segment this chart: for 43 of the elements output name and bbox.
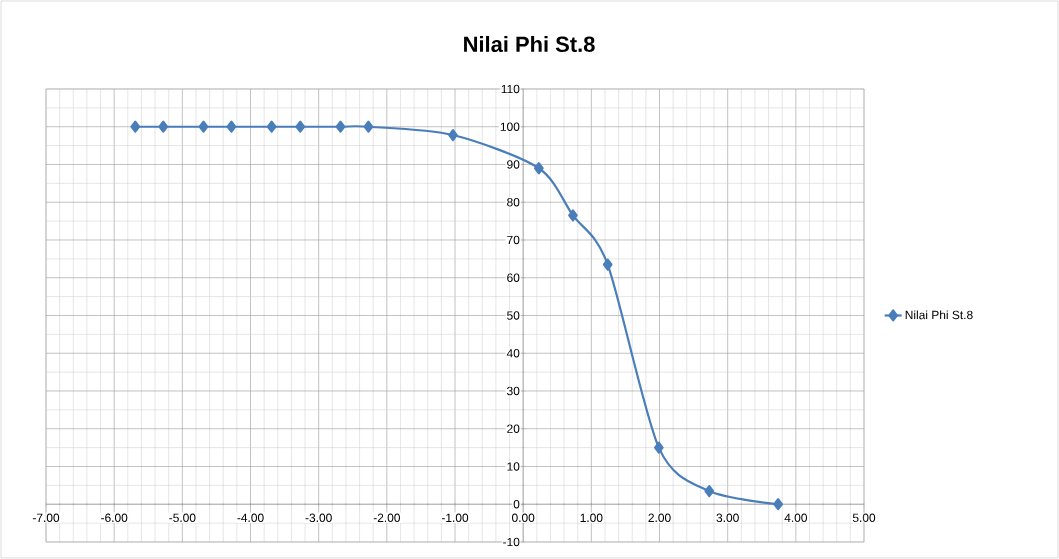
x-tick-label: -5.00 (169, 513, 196, 523)
x-tick-label: 2.00 (648, 513, 671, 523)
x-tick-label: -6.00 (101, 513, 128, 523)
x-tick-label: 1.00 (580, 513, 603, 523)
point (158, 120, 169, 133)
y-tick-label: 60 (507, 273, 520, 282)
point (653, 441, 664, 454)
x-tick-label: 3.00 (716, 513, 739, 523)
x-tick-label: 0.00 (512, 513, 535, 523)
point (704, 484, 715, 498)
y-tick-label: 70 (507, 235, 520, 245)
point (534, 162, 544, 175)
point (363, 120, 374, 133)
point (198, 120, 209, 133)
y-tick-label: 40 (506, 349, 520, 358)
x-tick-label: -1.00 (441, 513, 469, 523)
chart-title: Nilai Phi St.8 (464, 35, 595, 53)
y-tick-label: 0 (513, 500, 520, 509)
y-tick-label: -10 (503, 537, 520, 547)
legend-label: Nilai Phi St.8 (905, 310, 973, 320)
point (448, 128, 458, 142)
point (773, 498, 783, 511)
point (568, 209, 578, 222)
x-tick-label: 4.00 (784, 513, 808, 523)
y-tick-label: 80 (507, 198, 520, 207)
y-tick-label: 90 (507, 160, 520, 169)
point (130, 120, 141, 133)
point (602, 258, 613, 271)
x-tick-label: -2.00 (373, 513, 400, 523)
x-tick-label: -4.00 (237, 513, 264, 523)
y-tick-label: 10 (507, 462, 520, 471)
x-tick-label: -3.00 (305, 513, 332, 523)
point (295, 120, 306, 133)
point (335, 120, 346, 133)
x-tick-label: -7.00 (32, 513, 60, 523)
y-tick-label: 20 (507, 424, 520, 433)
y-tick-label: 100 (500, 122, 520, 131)
y-tick-label: 110 (501, 84, 520, 94)
x-tick-label: 5.00 (852, 513, 876, 523)
point (226, 120, 237, 133)
y-tick-label: 30 (507, 386, 520, 396)
point (266, 120, 277, 133)
y-tick-label: 50 (507, 311, 520, 320)
